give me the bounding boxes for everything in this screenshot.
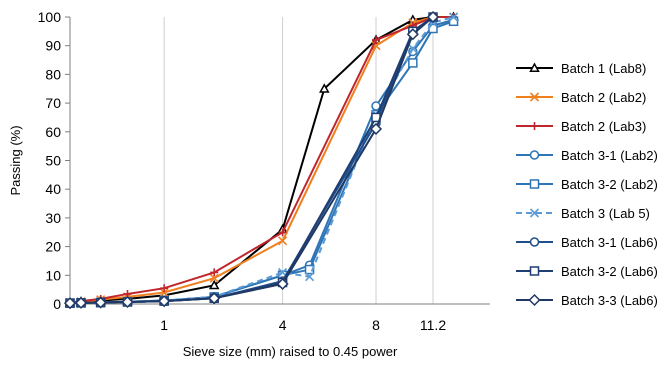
legend-item: Batch 2 (Lab3) bbox=[516, 119, 646, 134]
data-point bbox=[208, 292, 221, 305]
data-point bbox=[408, 58, 418, 68]
legend-label: Batch 2 (Lab3) bbox=[561, 119, 646, 134]
y-tick-label: 0 bbox=[53, 296, 61, 312]
data-point bbox=[372, 35, 381, 44]
legend-item: Batch 2 (Lab2) bbox=[516, 90, 646, 105]
y-tick-label: 100 bbox=[38, 9, 62, 25]
y-tick-label: 40 bbox=[45, 181, 61, 197]
legend-label: Batch 2 (Lab2) bbox=[561, 90, 646, 105]
data-point bbox=[319, 83, 330, 93]
legend: Batch 1 (Lab8) Batch 2 (Lab2) Batch 2 (Lab… bbox=[516, 61, 658, 308]
legend-marker bbox=[529, 150, 540, 160]
x-axis-title: Sieve size (mm) raised to 0.45 power bbox=[183, 344, 398, 359]
x-tick-label: 4 bbox=[279, 317, 287, 333]
series-9 bbox=[63, 10, 440, 310]
series-6 bbox=[65, 12, 459, 308]
legend-label: Batch 3-2 (Lab6) bbox=[561, 264, 658, 279]
legend-marker bbox=[529, 179, 540, 189]
grid bbox=[163, 17, 434, 304]
series-line bbox=[69, 16, 434, 305]
y-tick-label: 80 bbox=[45, 66, 61, 82]
data-point bbox=[406, 28, 419, 41]
data-point bbox=[209, 273, 219, 283]
legend-label: Batch 1 (Lab8) bbox=[561, 61, 646, 76]
series-4 bbox=[65, 15, 459, 308]
data-point bbox=[210, 268, 219, 277]
data-point bbox=[121, 295, 134, 309]
series-line bbox=[69, 16, 434, 305]
data-point bbox=[278, 228, 287, 237]
legend-marker bbox=[530, 122, 539, 130]
data-point bbox=[63, 297, 77, 310]
legend-item: Batch 3-2 (Lab2) bbox=[516, 177, 658, 192]
legend-item: Batch 3 (Lab 5) bbox=[516, 206, 650, 221]
legend-label: Batch 3-3 (Lab6) bbox=[561, 293, 658, 308]
series-line bbox=[69, 18, 454, 305]
data-point bbox=[158, 295, 171, 308]
series-line bbox=[69, 16, 434, 305]
y-tick-label: 30 bbox=[45, 210, 61, 226]
legend-marker bbox=[529, 237, 540, 247]
legend-marker bbox=[529, 266, 540, 276]
legend-marker bbox=[529, 208, 540, 218]
data-point bbox=[208, 279, 220, 290]
axes bbox=[65, 16, 490, 305]
data-point bbox=[408, 44, 418, 54]
series-7 bbox=[65, 12, 438, 308]
data-point bbox=[448, 12, 459, 22]
legend-label: Batch 3-1 (Lab6) bbox=[561, 235, 658, 250]
y-tick-label: 50 bbox=[45, 153, 61, 169]
data-point bbox=[426, 10, 440, 24]
series-3 bbox=[66, 13, 458, 307]
data-point bbox=[159, 287, 169, 298]
series-line bbox=[69, 16, 454, 304]
series-2 bbox=[65, 12, 459, 308]
series-8 bbox=[65, 12, 438, 308]
series-line bbox=[69, 16, 454, 305]
legend-marker bbox=[529, 92, 540, 102]
legend-label: Batch 3 (Lab 5) bbox=[561, 206, 650, 221]
data-point bbox=[448, 16, 459, 27]
y-tick-label: 20 bbox=[45, 239, 61, 255]
data-point bbox=[74, 296, 88, 309]
legend-label: Batch 3-2 (Lab2) bbox=[561, 177, 658, 192]
series-line bbox=[69, 16, 454, 304]
legend-marker bbox=[528, 293, 541, 307]
x-tick-label: 1 bbox=[160, 317, 168, 333]
legend-item: Batch 1 (Lab8) bbox=[516, 61, 646, 76]
data-point bbox=[278, 236, 288, 246]
legend-item: Batch 3-1 (Lab2) bbox=[516, 148, 658, 163]
data-point bbox=[371, 41, 381, 51]
y-tick-label: 90 bbox=[45, 38, 61, 54]
y-axis-title: Passing (%) bbox=[8, 125, 23, 195]
legend-item: Batch 3-1 (Lab6) bbox=[516, 235, 658, 250]
x-tick-label: 8 bbox=[372, 317, 380, 333]
data-point bbox=[369, 122, 383, 135]
x-tick-label: 11.2 bbox=[420, 317, 446, 333]
series-group bbox=[63, 10, 459, 310]
tick-labels: 0 10 20 30 40 50 60 70 80 90 100 1 4 8 11.2 bbox=[38, 9, 447, 333]
series-line bbox=[69, 20, 454, 305]
y-tick-label: 10 bbox=[45, 267, 61, 283]
data-point bbox=[94, 296, 107, 309]
series-line bbox=[69, 16, 454, 304]
series-5 bbox=[65, 16, 459, 308]
series-1 bbox=[64, 11, 459, 307]
legend-label: Batch 3-1 (Lab2) bbox=[561, 148, 658, 163]
legend-item: Batch 3-3 (Lab6) bbox=[516, 293, 658, 308]
data-point bbox=[276, 277, 289, 290]
legend-marker bbox=[529, 62, 540, 72]
y-tick-label: 60 bbox=[45, 124, 61, 140]
data-point bbox=[160, 284, 169, 293]
data-point bbox=[304, 272, 315, 282]
y-tick-label: 70 bbox=[45, 95, 61, 111]
legend-item: Batch 3-2 (Lab6) bbox=[516, 264, 658, 279]
